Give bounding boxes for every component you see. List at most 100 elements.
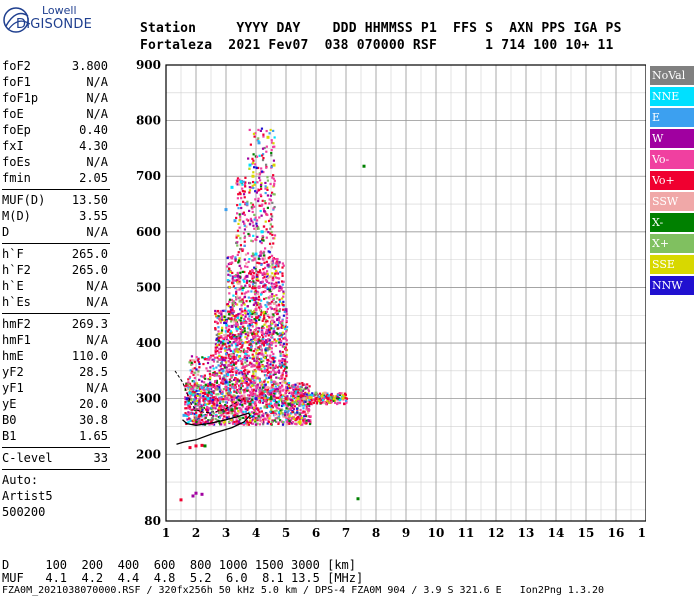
echo-pixel [285,313,288,316]
echo-pixel [285,386,288,389]
echo-pixel [233,301,237,304]
echo-pixel [233,390,236,393]
data-point [278,386,282,390]
echo-pixel [261,203,264,206]
echo-pixel [294,412,297,415]
echo-pixel [255,362,258,365]
echo-pixel [194,399,197,403]
echo-pixel [258,254,262,257]
param-label: hmE [2,349,24,363]
echo-pixel [223,366,226,369]
echo-pixel [251,240,254,243]
data-point [299,394,303,398]
param-label: h`E [2,279,24,293]
echo-pixel [222,387,225,391]
echo-pixel [203,389,206,392]
echo-pixel [202,398,205,401]
echo-pixel [256,330,260,333]
echo-pixel [249,341,252,344]
echo-pixel [249,331,253,334]
echo-pixel [323,394,326,397]
echo-pixel [285,374,288,378]
param-label: h`F [2,247,24,261]
echo-pixel [264,220,267,223]
echo-pixel [256,301,260,304]
echo-pixel [248,223,252,226]
echo-pixel [243,235,247,238]
data-point [194,416,198,420]
echo-pixel [271,316,274,319]
echo-pixel [262,412,265,415]
param-row: h`F2 265.0 [2,262,108,278]
echo-pixel [189,385,192,389]
echo-pixel [211,408,214,411]
data-point [179,498,183,502]
echo-pixel [200,390,203,393]
echo-pixel [252,303,255,307]
data-point [194,444,198,448]
echo-pixel [255,305,258,309]
echo-pixel [326,393,329,397]
echo-pixel [309,415,312,418]
echo-pixel [266,194,270,197]
echo-pixel [227,420,231,424]
echo-pixel [235,345,238,348]
echo-pixel [275,312,279,316]
echo-pixel [193,412,196,415]
echo-pixel [264,322,267,325]
echo-pixel [237,333,240,336]
echo-pixel [252,411,255,415]
echo-pixel [279,354,282,357]
echo-pixel [282,342,286,345]
echo-pixel [255,224,259,228]
echo-pixel [272,332,275,335]
echo-pixel [285,382,289,385]
echo-pixel [290,386,293,389]
echo-pixel [227,410,231,413]
echo-pixel [270,307,273,310]
echo-pixel [279,300,282,303]
echo-pixel [223,320,227,323]
echo-pixel [190,387,193,390]
echo-pixel [285,360,289,364]
echo-pixel [215,414,218,418]
echo-pixel [277,327,280,330]
direction-legend: NoVal NNE E W Vo- Vo+ SSW X- X+ SSE NNW [650,66,694,297]
echo-pixel [237,395,240,398]
echo-pixel [300,416,304,419]
echo-pixel [231,310,234,313]
echo-pixel [208,401,211,405]
echo-pixel [259,193,262,196]
echo-pixel [273,193,276,196]
echo-pixel [301,423,304,426]
echo-pixel [285,410,288,413]
echo-pixel [245,357,248,360]
echo-pixel [239,350,242,353]
echo-pixel [229,330,232,333]
echo-pixel [222,342,225,345]
echo-pixel [215,366,218,369]
param-value: 33 [93,451,108,465]
echo-pixel [213,386,217,390]
echo-pixel [241,398,244,401]
echo-pixel [270,261,273,264]
echo-pixel [244,336,247,339]
echo-pixel [292,416,295,419]
echo-pixel [228,285,231,289]
echo-pixel [233,315,236,318]
echo-pixel [229,270,232,273]
echo-pixel [230,342,233,345]
echo-pixel [191,401,195,404]
echo-pixel [258,327,261,330]
echo-pixel [186,400,189,403]
param-label: foF1p [2,91,39,105]
echo-pixel [270,357,274,360]
echo-pixel [263,247,267,250]
echo-pixel [293,385,296,388]
echo-pixel [258,357,262,361]
echo-pixel [292,397,295,400]
echo-pixel [268,242,272,245]
echo-pixel [212,396,215,399]
echo-pixel [245,281,249,284]
param-row: B0 30.8 [2,412,108,428]
